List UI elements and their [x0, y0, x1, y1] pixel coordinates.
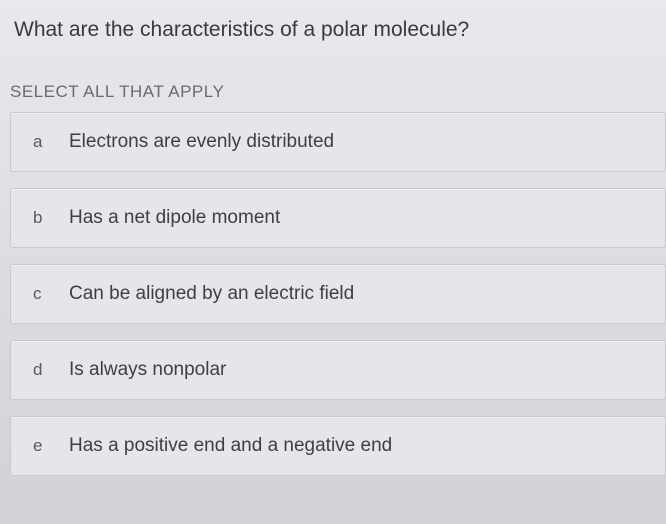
question-instruction: SELECT ALL THAT APPLY — [0, 82, 666, 102]
option-letter: b — [33, 208, 69, 228]
option-text: Can be aligned by an electric field — [69, 283, 354, 305]
question-prompt: What are the characteristics of a polar … — [0, 18, 666, 42]
option-text: Is always nonpolar — [69, 359, 226, 381]
option-letter: e — [33, 436, 69, 456]
option-text: Has a net dipole moment — [69, 207, 280, 229]
option-c[interactable]: c Can be aligned by an electric field — [10, 264, 666, 324]
option-a[interactable]: a Electrons are evenly distributed — [10, 112, 666, 172]
option-letter: a — [33, 132, 69, 152]
option-letter: c — [33, 284, 69, 304]
option-text: Electrons are evenly distributed — [69, 131, 334, 153]
option-b[interactable]: b Has a net dipole moment — [10, 188, 666, 248]
option-text: Has a positive end and a negative end — [69, 435, 392, 457]
option-e[interactable]: e Has a positive end and a negative end — [10, 416, 666, 476]
options-list: a Electrons are evenly distributed b Has… — [0, 112, 666, 476]
option-d[interactable]: d Is always nonpolar — [10, 340, 666, 400]
option-letter: d — [33, 360, 69, 380]
